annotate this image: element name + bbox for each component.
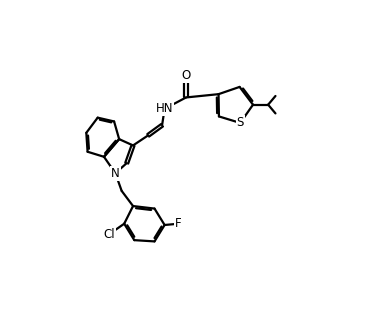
Text: F: F (175, 217, 182, 230)
Text: O: O (181, 70, 191, 82)
Text: S: S (237, 116, 244, 130)
Text: Cl: Cl (103, 228, 115, 241)
Text: N: N (111, 167, 120, 180)
Text: HN: HN (156, 102, 173, 115)
